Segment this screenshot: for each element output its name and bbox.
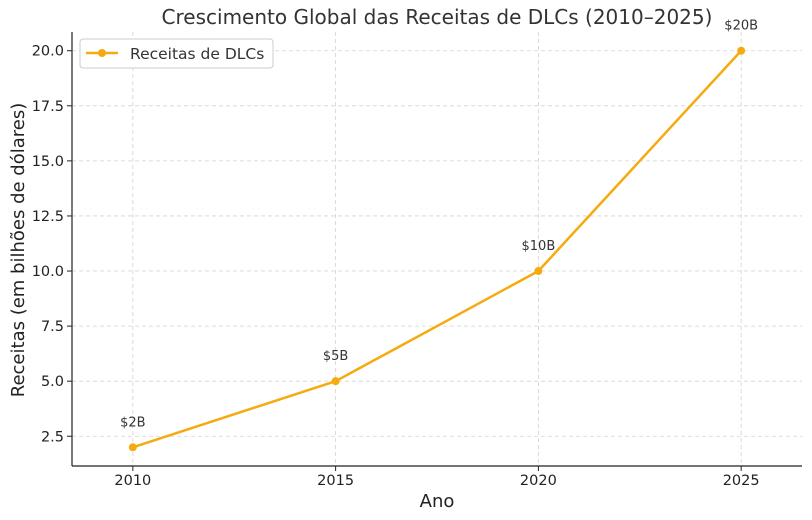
- x-tick-label: 2025: [723, 473, 760, 489]
- data-point: [331, 377, 340, 386]
- y-tick-label: 10.0: [32, 264, 64, 280]
- legend: Receitas de DLCs: [79, 38, 274, 69]
- x-tick-label: 2010: [114, 473, 151, 489]
- y-tick-label: 7.5: [41, 319, 64, 335]
- chart-title: Crescimento Global das Receitas de DLCs …: [162, 5, 713, 29]
- data-label: $5B: [323, 349, 348, 364]
- grid: [72, 32, 802, 466]
- x-tick-label: 2020: [520, 473, 557, 489]
- y-tick-label: 15.0: [32, 154, 64, 170]
- legend-marker-swatch: [98, 49, 106, 57]
- data-point: [128, 443, 137, 452]
- y-tick-label: 2.5: [41, 429, 64, 445]
- axes: [71, 32, 802, 467]
- x-axis-label: Ano: [420, 491, 455, 512]
- series-line: [132, 49, 743, 449]
- y-tick-label: 5.0: [41, 374, 64, 390]
- data-point: [737, 46, 746, 55]
- data-point: [534, 267, 543, 276]
- y-axis-label: Receitas (em bilhões de dólares): [8, 103, 29, 397]
- y-tick-label: 17.5: [32, 99, 64, 115]
- legend-box: [79, 38, 274, 69]
- data-label: $10B: [522, 239, 556, 254]
- series: [128, 46, 746, 452]
- y-tick-label: 20.0: [32, 44, 64, 60]
- y-tick-label: 12.5: [32, 209, 64, 225]
- legend-label: Receitas de DLCs: [130, 45, 264, 63]
- ticks: 2.5 5.0 7.5 10.0 12.5 15.0 17.5 20.0 2010 2015 202…: [32, 44, 760, 489]
- data-labels: $2B $5B $10B $20B: [120, 19, 758, 431]
- data-label: $2B: [120, 415, 145, 430]
- x-tick-label: 2015: [317, 473, 354, 489]
- data-label: $20B: [724, 19, 758, 34]
